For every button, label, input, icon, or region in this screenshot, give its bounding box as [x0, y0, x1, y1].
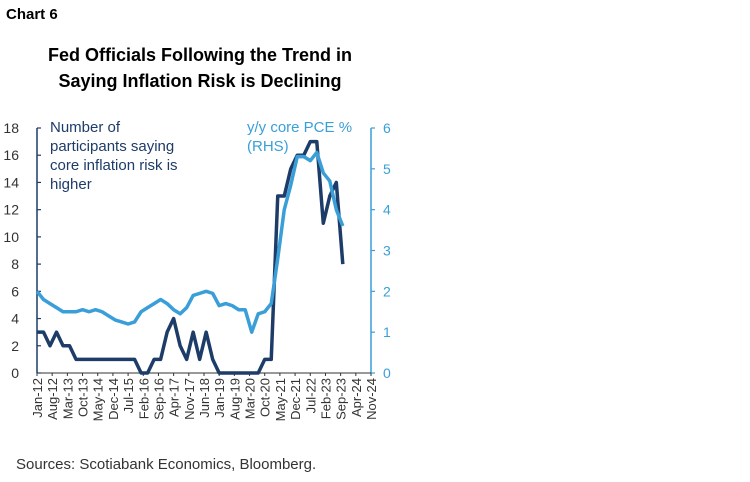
- series-label: y/y core PCE % (RHS): [247, 119, 353, 155]
- y2-tick-label: 3: [383, 243, 391, 259]
- y2-tick-label: 0: [383, 365, 391, 381]
- x-tick-label: Mar-13: [60, 378, 75, 419]
- y2-tick-label: 2: [383, 283, 391, 299]
- y2-tick-label: 1: [383, 324, 391, 340]
- x-tick-label: Oct-20: [258, 378, 273, 417]
- y2-tick-label: 5: [383, 161, 391, 177]
- x-tick-label: Aug-19: [227, 378, 242, 420]
- x-tick-label: Dec-21: [288, 378, 303, 420]
- x-tick-label: Apr-17: [167, 378, 182, 417]
- x-tick-label: Jan-12: [30, 378, 45, 418]
- series-line: [37, 139, 345, 375]
- x-tick-label: Feb-16: [136, 378, 151, 419]
- y-tick-label: 4: [11, 311, 19, 327]
- y-tick-label: 8: [11, 256, 19, 272]
- y-tick-label: 10: [3, 229, 19, 245]
- y-tick-label: 16: [3, 147, 19, 163]
- series-label: Number of participants saying core infla…: [50, 119, 178, 193]
- x-tick-label: Jan-19: [212, 378, 227, 418]
- y-tick-label: 2: [11, 338, 19, 354]
- x-tick-label: Jul-15: [121, 378, 136, 413]
- x-tick-label: Feb-23: [318, 378, 333, 419]
- y-tick-label: 14: [3, 174, 19, 190]
- x-tick-label: Jul-22: [303, 378, 318, 413]
- x-tick-label: May-21: [273, 378, 288, 421]
- x-tick-label: Nov-24: [364, 378, 379, 420]
- chart-label: Chart 6: [6, 6, 58, 23]
- x-tick-label: Mar-20: [243, 378, 258, 419]
- y2-tick-label: 6: [383, 120, 391, 136]
- x-tick-label: Oct-13: [76, 378, 91, 417]
- y-tick-label: 0: [11, 365, 19, 381]
- x-tick-label: Nov-17: [182, 378, 197, 420]
- x-tick-label: Dec-14: [106, 378, 121, 420]
- series-line: [35, 150, 345, 334]
- source-note: Sources: Scotiabank Economics, Bloomberg…: [16, 456, 317, 473]
- y2-tick-label: 4: [383, 202, 391, 218]
- x-tick-label: Aug-12: [45, 378, 60, 420]
- x-tick-label: Apr-24: [349, 378, 364, 417]
- x-tick-label: Sep-16: [151, 378, 166, 420]
- x-tick-label: Sep-23: [334, 378, 349, 420]
- y-tick-label: 12: [3, 202, 19, 218]
- y-tick-label: 6: [11, 283, 19, 299]
- y-tick-label: 18: [3, 120, 19, 136]
- chart-title: Fed Officials Following the Trend in Say…: [47, 45, 352, 91]
- x-tick-label: Jun-18: [197, 378, 212, 418]
- x-tick-label: May-14: [91, 378, 106, 421]
